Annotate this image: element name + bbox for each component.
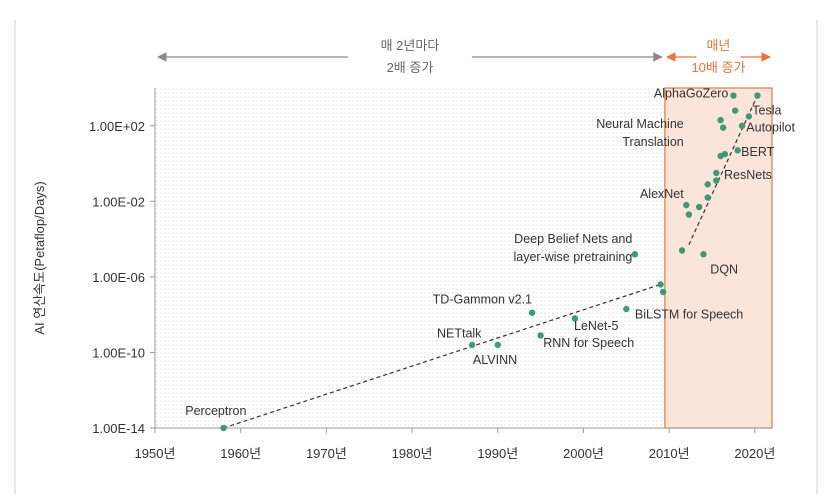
y-tick-label: 1.00E-02 <box>92 194 145 209</box>
data-point <box>704 181 711 188</box>
point-annotation: AlexNet <box>640 187 684 201</box>
x-tick-label: 1960년 <box>220 446 261 461</box>
point-annotation: TD-Gammon v2.1 <box>433 293 532 307</box>
point-annotation: Autopilot <box>746 121 795 135</box>
data-point <box>468 341 476 349</box>
era-before-2010-region <box>155 88 665 428</box>
point-annotation: ResNets <box>724 168 772 182</box>
era-after-2010-label-line1: 매년 <box>706 38 730 53</box>
era-after-2010-label-line2: 10배 증가 <box>691 60 745 75</box>
data-point <box>704 194 711 201</box>
y-tick-label: 1.00E-10 <box>92 345 145 360</box>
data-point <box>730 92 737 99</box>
data-point <box>713 169 720 177</box>
point-annotation: layer-wise pretraining <box>514 250 633 264</box>
point-annotation: LeNet-5 <box>574 319 619 333</box>
era-before-2010-label-line2: 2배 증가 <box>387 60 434 75</box>
x-tick-label: 2020년 <box>734 446 775 461</box>
data-point <box>657 281 664 288</box>
x-tick-label: 2010년 <box>649 446 690 461</box>
x-tick-label: 2000년 <box>563 446 604 461</box>
point-annotation: Translation <box>622 135 683 149</box>
data-point <box>721 150 729 158</box>
data-point <box>695 203 703 211</box>
y-axis-title: AI 연산속도(Petaflop/Days) <box>32 181 47 334</box>
data-point <box>623 305 630 313</box>
data-point <box>220 424 227 432</box>
point-annotation: BiLSTM for Speech <box>635 308 743 322</box>
data-point <box>631 251 639 258</box>
era-before-2010-label-line1: 매 2년마다 <box>381 38 440 53</box>
data-point <box>754 92 761 99</box>
data-point <box>537 332 544 339</box>
y-tick-label: 1.00E+02 <box>89 119 145 134</box>
data-point <box>745 113 753 120</box>
x-tick-label: 1970년 <box>306 446 347 461</box>
data-point <box>494 341 501 349</box>
data-point <box>717 116 724 124</box>
data-point <box>678 247 686 254</box>
point-annotation: Neural Machine <box>596 117 684 131</box>
point-annotation: ALVINN <box>473 353 517 367</box>
point-annotation: Perceptron <box>185 404 246 418</box>
trend-modern-line <box>688 95 758 246</box>
point-annotation: NETtalk <box>437 327 482 341</box>
y-tick-label: 1.00E-06 <box>92 270 145 285</box>
data-point <box>731 107 739 114</box>
data-point <box>738 122 746 129</box>
point-annotation: RNN for Speech <box>543 336 634 350</box>
point-annotation: DQN <box>710 262 738 276</box>
x-tick-label: 1980년 <box>392 446 433 461</box>
data-point <box>683 201 690 209</box>
data-point <box>571 315 579 322</box>
point-annotation: BERT <box>741 145 774 159</box>
point-annotation: Tesla <box>752 104 781 118</box>
y-tick-label: 1.00E-14 <box>92 421 145 436</box>
data-point <box>528 309 536 316</box>
data-point <box>719 124 727 131</box>
x-tick-label: 1990년 <box>477 446 518 461</box>
data-point <box>700 251 707 258</box>
data-point <box>659 288 667 296</box>
data-point <box>685 211 693 218</box>
data-point <box>713 177 720 184</box>
era-after-2010-region <box>664 87 773 429</box>
data-point <box>734 147 741 154</box>
point-annotation: Deep Belief Nets and <box>514 232 632 246</box>
point-annotation: AlphaGoZero <box>654 87 728 101</box>
x-tick-label: 1950년 <box>135 446 176 461</box>
